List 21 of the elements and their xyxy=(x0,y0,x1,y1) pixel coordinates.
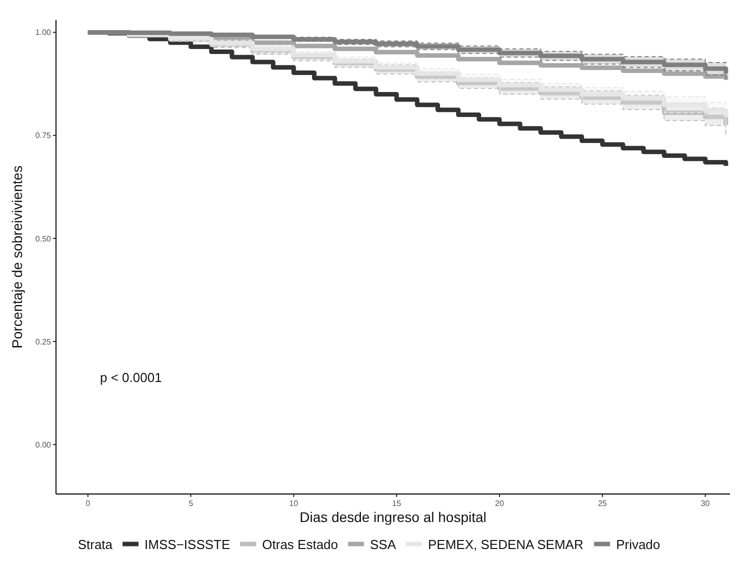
y-tick-label: 0.00 xyxy=(35,440,52,450)
x-tick-label: 5 xyxy=(188,499,194,508)
legend-title: Strata xyxy=(78,537,114,552)
x-axis-title: Dias desde ingreso al hospital xyxy=(300,509,486,525)
annotation: p < 0.0001 xyxy=(100,370,162,385)
y-tick-label: 0.25 xyxy=(35,337,52,346)
y-tick-label: 0.50 xyxy=(35,234,52,244)
legend-label: SSA xyxy=(370,537,396,552)
x-tick-label: 10 xyxy=(289,499,299,508)
y-tick-label: 0.75 xyxy=(35,131,52,140)
x-tick-label: 20 xyxy=(495,499,504,508)
x-tick-label: 0 xyxy=(86,499,91,508)
x-tick-label: 15 xyxy=(392,499,402,508)
legend-label: PEMEX, SEDENA SEMAR xyxy=(428,537,584,552)
legend-label: IMSS−ISSSTE xyxy=(144,537,230,552)
legend-label: Privado xyxy=(616,537,660,552)
y-tick-label: 1.00 xyxy=(35,28,52,38)
legend-label: Otras Estado xyxy=(262,537,338,552)
y-axis-title: Porcentaje de sobreivivientes xyxy=(9,166,25,348)
x-tick-label: 30 xyxy=(700,499,710,508)
x-tick-label: 25 xyxy=(598,499,608,508)
